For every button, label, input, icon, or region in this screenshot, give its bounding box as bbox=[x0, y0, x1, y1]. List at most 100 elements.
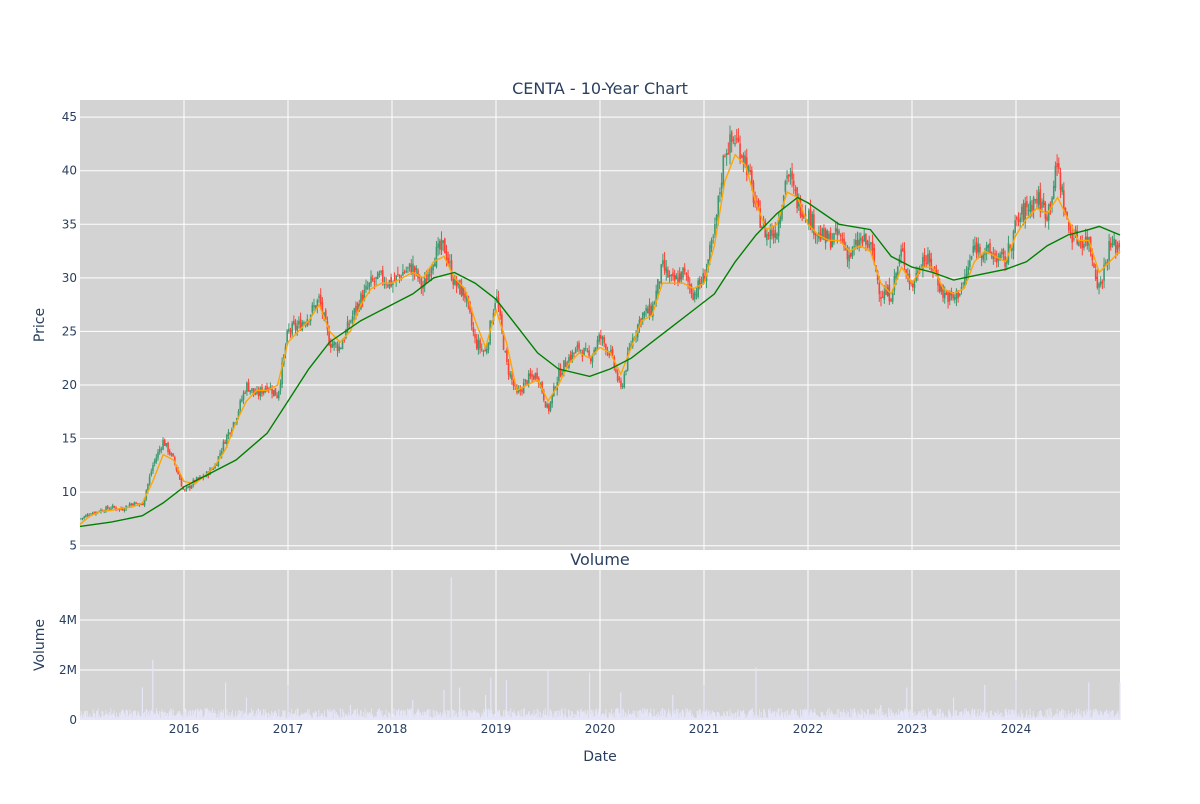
candle-body bbox=[387, 285, 389, 287]
candle-body bbox=[625, 370, 627, 372]
candle-body bbox=[620, 380, 622, 387]
candle-body bbox=[197, 477, 200, 480]
candle-body bbox=[672, 272, 674, 277]
candle-body bbox=[786, 175, 788, 179]
candle-body bbox=[772, 233, 775, 238]
candle-body bbox=[700, 282, 703, 285]
candle-body bbox=[336, 344, 339, 352]
candle-body bbox=[643, 311, 646, 316]
candle-body bbox=[259, 388, 262, 397]
candle-body bbox=[128, 504, 131, 507]
candle-body bbox=[615, 369, 617, 372]
candle-body bbox=[465, 295, 468, 301]
candle-body bbox=[1063, 190, 1065, 211]
candle-body bbox=[293, 320, 295, 324]
candle-body bbox=[509, 373, 512, 377]
candle-body bbox=[771, 229, 773, 236]
candle-body bbox=[1106, 262, 1109, 264]
candle-body bbox=[735, 138, 738, 140]
candle-body bbox=[870, 242, 872, 245]
candle-body bbox=[155, 457, 158, 462]
price-panel: 5 10 15 20 25 30 35 40 45 bbox=[62, 100, 1121, 553]
candle-body bbox=[152, 464, 154, 471]
candle-body bbox=[715, 215, 718, 221]
candle-body bbox=[319, 294, 322, 305]
candle-body bbox=[450, 260, 453, 280]
candle-body bbox=[965, 273, 968, 277]
candle-body bbox=[517, 389, 520, 393]
candle-body bbox=[1026, 201, 1028, 208]
candle-body bbox=[688, 284, 691, 287]
candle-body bbox=[690, 284, 693, 294]
candle-body bbox=[1093, 263, 1095, 268]
candle-body bbox=[742, 154, 745, 163]
candle-body bbox=[140, 503, 143, 505]
candle-body bbox=[1031, 204, 1033, 212]
candle-body bbox=[648, 304, 651, 317]
candle-body bbox=[215, 464, 218, 466]
candle-body bbox=[761, 226, 763, 228]
candle-body bbox=[1000, 252, 1003, 254]
candle-body bbox=[366, 287, 369, 289]
candle-body bbox=[1019, 217, 1021, 223]
candle-body bbox=[739, 143, 741, 160]
date-tick-label: 2016 bbox=[169, 722, 200, 736]
candle-body bbox=[179, 474, 181, 480]
candle-body bbox=[1044, 202, 1047, 220]
candle-body bbox=[531, 374, 533, 377]
candle-body bbox=[729, 134, 731, 154]
price-tick-label: 40 bbox=[62, 164, 77, 178]
candle-body bbox=[821, 228, 824, 238]
candle-body bbox=[727, 152, 730, 155]
candle-body bbox=[574, 348, 577, 354]
candle-body bbox=[707, 259, 709, 270]
candle-body bbox=[237, 411, 240, 417]
volume-bars-group bbox=[79, 577, 1121, 720]
candle-body bbox=[350, 320, 352, 323]
candle-body bbox=[871, 241, 874, 251]
candle-body bbox=[883, 291, 886, 300]
candle-body bbox=[433, 263, 436, 267]
candle-body bbox=[105, 506, 107, 512]
candle-body bbox=[1086, 236, 1089, 246]
price-tick-label: 25 bbox=[62, 324, 77, 338]
candle-body bbox=[548, 404, 550, 412]
candle-body bbox=[680, 271, 683, 280]
candle-body bbox=[994, 253, 996, 257]
candle-body bbox=[955, 290, 958, 300]
candle-body bbox=[281, 362, 283, 385]
candle-body bbox=[447, 257, 449, 264]
candle-body bbox=[507, 363, 510, 375]
candle-body bbox=[589, 357, 592, 362]
candle-body bbox=[390, 277, 392, 287]
candle-body bbox=[865, 233, 867, 245]
candle-body bbox=[579, 350, 582, 352]
candle-body bbox=[804, 214, 807, 217]
candle-body bbox=[1011, 248, 1013, 251]
candle-body bbox=[1022, 203, 1025, 221]
candle-body bbox=[521, 389, 523, 393]
candle-body bbox=[962, 283, 964, 285]
candle-body bbox=[967, 267, 969, 276]
candle-body bbox=[734, 143, 736, 145]
candle-body bbox=[660, 264, 663, 284]
candle-body bbox=[776, 233, 778, 240]
candle-body bbox=[353, 308, 356, 315]
candle-body bbox=[480, 348, 483, 351]
candle-body bbox=[702, 273, 704, 285]
candle-body bbox=[844, 248, 847, 250]
candle-body bbox=[106, 506, 109, 509]
candle-body bbox=[1005, 260, 1008, 264]
candle-body bbox=[653, 302, 656, 305]
candle-body bbox=[445, 251, 448, 261]
candle-body bbox=[937, 276, 939, 286]
candle-body bbox=[855, 240, 857, 245]
candle-body bbox=[153, 460, 156, 464]
candle-body bbox=[737, 137, 740, 142]
candle-body bbox=[123, 509, 126, 511]
candle-body bbox=[257, 391, 260, 396]
candle-body bbox=[927, 253, 929, 264]
candle-body bbox=[271, 388, 273, 394]
price-tick-label: 5 bbox=[69, 539, 77, 553]
